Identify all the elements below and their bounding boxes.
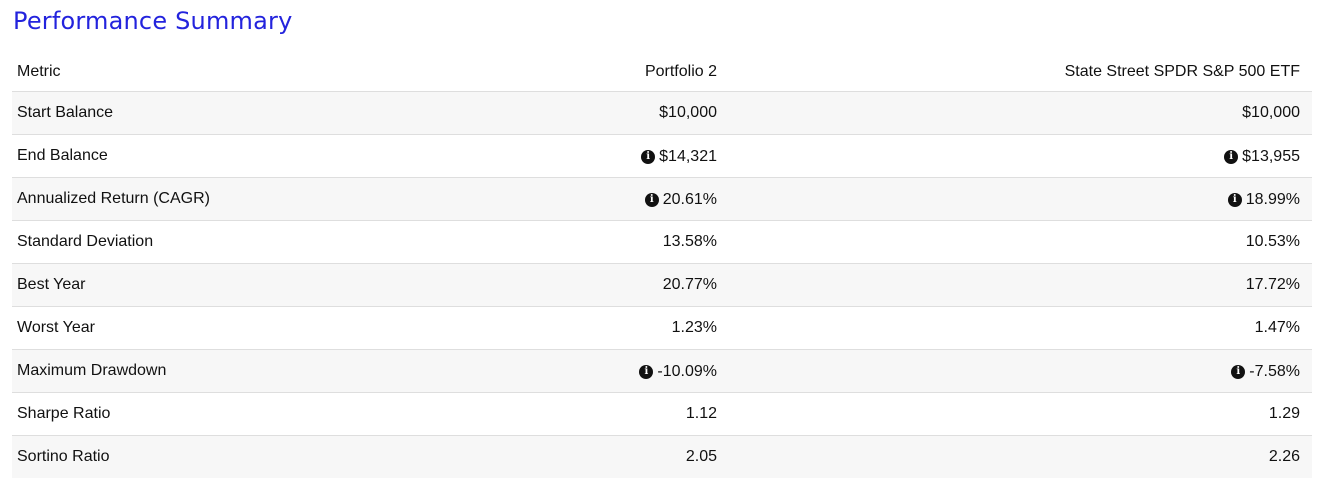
value-wrapper: 20.77%: [663, 276, 717, 294]
info-circle-icon[interactable]: i: [1227, 192, 1242, 207]
value-wrapper: i 18.99%: [1227, 190, 1300, 209]
metric-name-cell: Annualized Return (CAGR): [12, 176, 522, 220]
metric-name-cell: End Balance: [12, 133, 522, 177]
spdr-sp500-etf-value-cell: 1.29: [722, 391, 1312, 435]
metric-name-cell: Start Balance: [12, 90, 522, 134]
portfolio-2-value-cell: i $14,321: [522, 133, 722, 177]
value-wrapper: 17.72%: [1246, 276, 1300, 294]
column-header-metric: Metric: [17, 63, 61, 81]
value-wrapper: i $14,321: [641, 148, 717, 166]
table-row: Best Year 20.77% 17.72%: [12, 262, 1312, 306]
info-circle-icon[interactable]: i: [1224, 149, 1239, 164]
table-row: Maximum Drawdown i -10.09% i -7.58%: [12, 348, 1312, 392]
table-body: Start Balance $10,000 $10,000 End Balance i $…: [12, 90, 1312, 478]
spdr-sp500-etf-value-cell: $10,000: [722, 90, 1312, 134]
metric-value: 1.47%: [1254, 318, 1300, 336]
portfolio-2-value-cell: 1.23%: [522, 305, 722, 349]
spdr-sp500-etf-value-cell: i -7.58%: [722, 348, 1312, 392]
table-header-row: Metric Portfolio 2 State Street SPDR S&P…: [12, 54, 1312, 91]
metric-value: -7.58%: [1249, 362, 1300, 380]
value-wrapper: 10.53%: [1246, 233, 1300, 251]
info-circle-icon[interactable]: i: [639, 364, 654, 379]
metric-value: 1.29: [1268, 404, 1300, 422]
table-row: Standard Deviation 13.58% 10.53%: [12, 219, 1312, 263]
portfolio-2-value-cell: $10,000: [522, 90, 722, 134]
info-circle-icon[interactable]: i: [1231, 364, 1246, 379]
value-wrapper: 2.26: [1269, 448, 1300, 466]
info-circle-icon[interactable]: i: [644, 192, 659, 207]
spdr-sp500-etf-value-cell: 10.53%: [722, 219, 1312, 263]
metric-value: 2.26: [1268, 447, 1300, 465]
value-wrapper: 1.47%: [1255, 319, 1300, 337]
table-row: End Balance i $14,321 i $13,955: [12, 133, 1312, 177]
info-circle-icon[interactable]: i: [641, 149, 656, 164]
portfolio-2-value-cell: 20.77%: [522, 262, 722, 306]
value-wrapper: 13.58%: [663, 233, 717, 251]
spdr-sp500-etf-value-cell: 2.26: [722, 434, 1312, 478]
spdr-sp500-etf-value-cell: i 18.99%: [722, 176, 1312, 220]
value-wrapper: 1.29: [1269, 405, 1300, 423]
value-wrapper: 1.12: [686, 405, 717, 423]
portfolio-2-value-cell: 2.05: [522, 434, 722, 478]
metric-value: $10,000: [1242, 103, 1300, 121]
metric-value: 2.05: [685, 447, 717, 465]
metric-value: $14,321: [659, 147, 717, 165]
page-title: Performance Summary: [13, 7, 293, 35]
metric-value: -10.09%: [657, 362, 717, 380]
metric-name-cell: Sharpe Ratio: [12, 391, 522, 435]
metric-value: 17.72%: [1245, 275, 1300, 293]
spdr-sp500-etf-value-cell: 17.72%: [722, 262, 1312, 306]
metric-value: 1.12: [685, 404, 717, 422]
value-wrapper: i -10.09%: [639, 363, 717, 381]
value-wrapper: $10,000: [1242, 104, 1300, 122]
portfolio-2-value-cell: i 20.61%: [522, 176, 722, 220]
value-wrapper: $10,000: [659, 104, 717, 122]
metric-value: 18.99%: [1245, 190, 1300, 208]
metric-value: $10,000: [659, 103, 717, 121]
metric-name-cell: Maximum Drawdown: [12, 348, 522, 392]
table-row: Start Balance $10,000 $10,000: [12, 90, 1312, 134]
metric-name-cell: Best Year: [12, 262, 522, 306]
metric-value: 20.61%: [662, 190, 717, 208]
metric-value: 13.58%: [662, 232, 717, 250]
metric-name-cell: Sortino Ratio: [12, 434, 522, 478]
value-wrapper: i -7.58%: [1231, 363, 1300, 381]
spdr-sp500-etf-value-cell: i $13,955: [722, 133, 1312, 177]
column-header-spdr-sp500-etf: State Street SPDR S&P 500 ETF: [1064, 63, 1300, 81]
portfolio-2-value-cell: 1.12: [522, 391, 722, 435]
portfolio-2-value-cell: i -10.09%: [522, 348, 722, 392]
value-wrapper: i 20.61%: [644, 190, 717, 209]
metric-name-cell: Worst Year: [12, 305, 522, 349]
value-wrapper: i $13,955: [1224, 148, 1300, 166]
table-row: Worst Year 1.23% 1.47%: [12, 305, 1312, 349]
metric-name-cell: Standard Deviation: [12, 219, 522, 263]
metric-value: 10.53%: [1245, 232, 1300, 250]
table-row: Sharpe Ratio 1.12 1.29: [12, 391, 1312, 435]
metric-value: $13,955: [1242, 147, 1300, 165]
spdr-sp500-etf-value-cell: 1.47%: [722, 305, 1312, 349]
value-wrapper: 2.05: [686, 448, 717, 466]
performance-summary-table: Metric Portfolio 2 State Street SPDR S&P…: [12, 54, 1312, 478]
value-wrapper: 1.23%: [672, 319, 717, 337]
table-row: Annualized Return (CAGR) i 20.61% i 18.99%: [12, 176, 1312, 220]
column-header-portfolio-2: Portfolio 2: [644, 63, 717, 81]
table-row: Sortino Ratio 2.05 2.26: [12, 434, 1312, 478]
metric-value: 20.77%: [662, 275, 717, 293]
portfolio-2-value-cell: 13.58%: [522, 219, 722, 263]
metric-value: 1.23%: [671, 318, 717, 336]
